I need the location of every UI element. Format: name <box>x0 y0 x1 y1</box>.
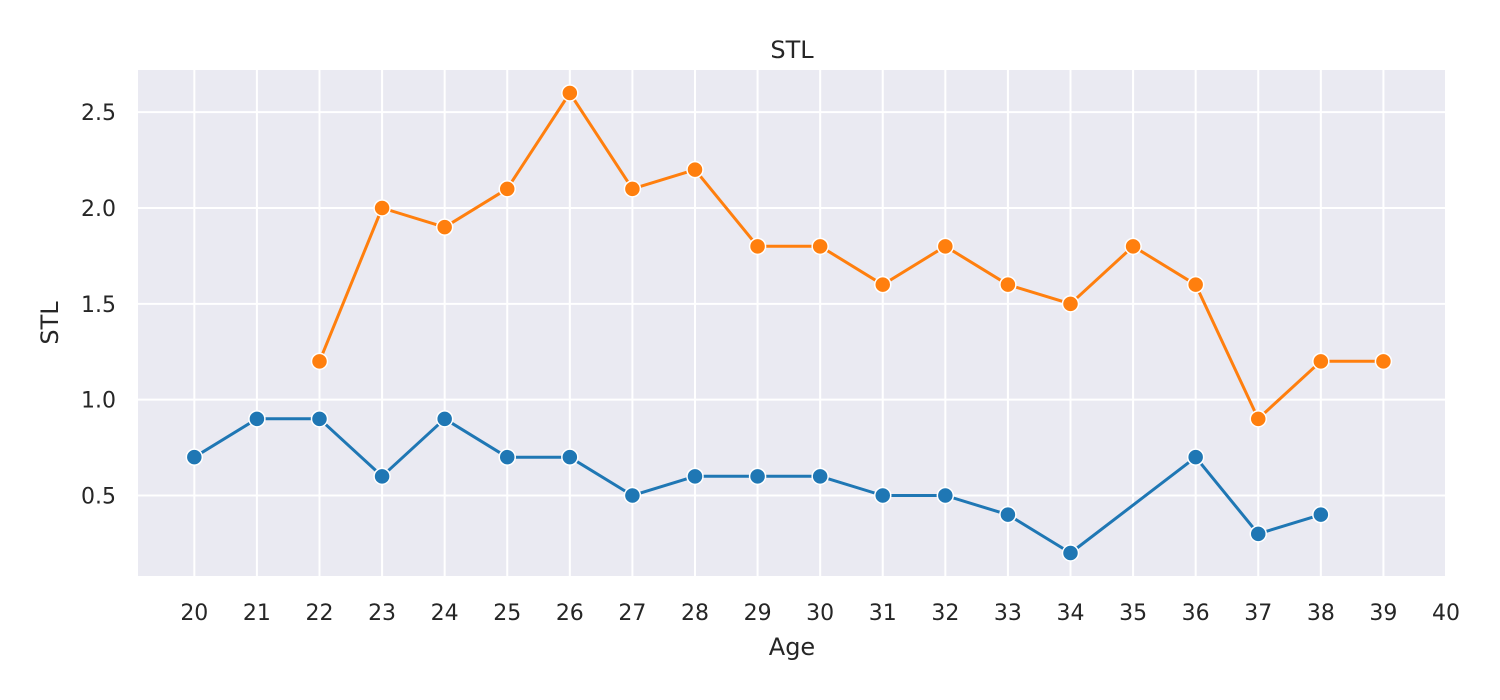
data-point <box>686 467 704 486</box>
y-tick-label: 1.0 <box>81 389 116 414</box>
data-point <box>498 180 516 198</box>
y-axis-ticks: 0.5 1.0 1.5 2.0 2.5 <box>81 101 116 509</box>
data-point <box>373 467 391 486</box>
x-tick-label: 34 <box>1056 601 1084 626</box>
x-tick-label: 32 <box>931 601 959 626</box>
y-tick-label: 0.5 <box>81 485 116 510</box>
data-point <box>999 505 1017 524</box>
x-tick-label: 27 <box>618 601 646 626</box>
y-axis-label: STL <box>36 301 64 345</box>
x-axis-label: Age <box>769 633 815 661</box>
x-tick-label: 26 <box>556 601 584 626</box>
data-point <box>1312 352 1330 371</box>
series-line <box>318 91 1384 421</box>
x-tick-label: 39 <box>1369 601 1397 626</box>
data-point <box>1249 525 1267 543</box>
data-point <box>1374 352 1393 371</box>
data-point <box>1249 410 1267 428</box>
x-tick-label: 40 <box>1432 601 1460 626</box>
y-tick-label: 2.0 <box>81 197 116 222</box>
data-point <box>999 275 1017 294</box>
data-point <box>748 237 767 256</box>
data-point <box>936 237 955 256</box>
data-point <box>623 180 642 198</box>
data-point <box>1124 237 1142 256</box>
x-tick-label: 20 <box>180 601 208 626</box>
y-tick-label: 2.5 <box>81 101 116 126</box>
data-point <box>248 410 266 428</box>
data-point <box>373 199 391 217</box>
data-point <box>686 160 704 179</box>
grid <box>138 70 1447 576</box>
x-tick-label: 25 <box>493 601 521 626</box>
data-point <box>1186 448 1205 466</box>
data-point <box>1186 275 1205 294</box>
data-point <box>561 84 579 102</box>
y-tick-label: 1.5 <box>81 293 116 318</box>
series-1 <box>185 410 1330 562</box>
data-point <box>873 275 892 294</box>
series-layer <box>185 84 1393 562</box>
x-tick-label: 37 <box>1244 601 1272 626</box>
series-line <box>193 417 1322 555</box>
plot-area <box>138 70 1446 576</box>
x-tick-label: 30 <box>806 601 834 626</box>
x-tick-label: 29 <box>744 601 772 626</box>
series-2 <box>310 84 1393 428</box>
data-point <box>310 410 329 428</box>
data-point <box>936 486 955 505</box>
data-point <box>435 218 454 236</box>
data-point <box>185 448 204 466</box>
x-tick-label: 35 <box>1119 601 1147 626</box>
data-point <box>1061 544 1080 562</box>
data-point <box>873 486 892 505</box>
x-tick-label: 31 <box>869 601 897 626</box>
data-point <box>623 486 642 505</box>
data-point <box>435 410 454 428</box>
x-tick-label: 33 <box>994 601 1022 626</box>
x-axis-ticks: 20 21 22 23 24 25 26 27 28 29 30 31 32 33 34 35 36 37 38 39… <box>180 601 1460 626</box>
data-point <box>748 467 767 486</box>
x-tick-label: 21 <box>243 601 271 626</box>
data-point <box>498 448 516 466</box>
chart-title: STL <box>770 36 814 64</box>
data-point <box>1061 295 1080 313</box>
data-point <box>811 467 829 486</box>
data-point <box>1312 505 1330 524</box>
x-tick-label: 24 <box>431 601 459 626</box>
x-tick-label: 36 <box>1182 601 1210 626</box>
x-tick-label: 22 <box>305 601 333 626</box>
data-point <box>811 237 829 256</box>
x-tick-label: 28 <box>681 601 709 626</box>
x-tick-label: 38 <box>1307 601 1335 626</box>
x-tick-label: 23 <box>368 601 396 626</box>
data-point <box>310 352 329 371</box>
data-point <box>561 448 579 466</box>
